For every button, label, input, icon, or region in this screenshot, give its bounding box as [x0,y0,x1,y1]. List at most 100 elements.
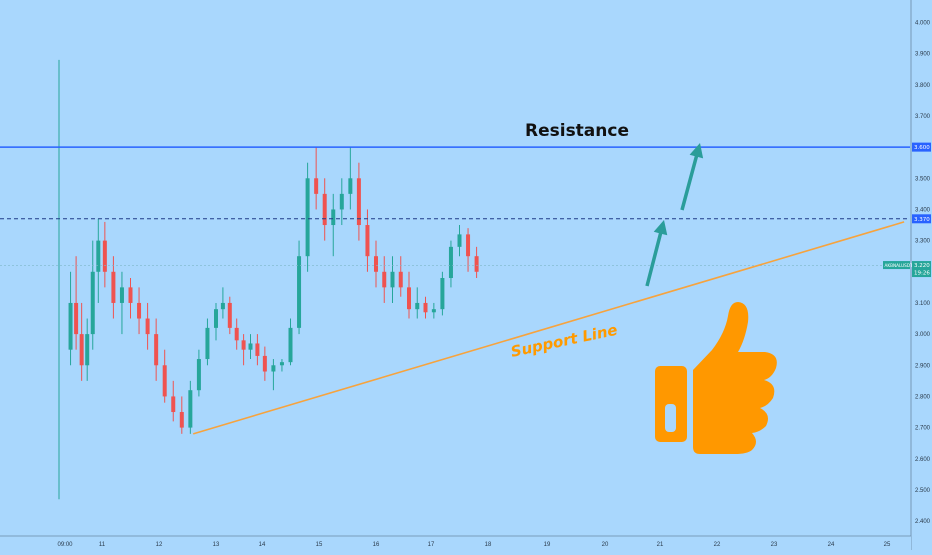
x-tick-label: 22 [714,542,721,548]
x-tick-label: 19 [544,542,551,548]
candle-body [305,178,310,257]
candle-body [382,271,387,288]
symbol-tag-box [883,261,910,270]
up-arrow-large [680,143,704,211]
candle-body [74,302,79,335]
candle-body [374,256,378,272]
candle-body [322,193,327,226]
candle-body [205,327,210,360]
candle-body [179,412,184,428]
candle-body [102,240,107,272]
candle-body [68,302,73,350]
candle-body [448,246,453,279]
levels-group [0,146,910,266]
candle-body [407,287,411,310]
dashed-price-tag-text: 3.370 [914,217,930,223]
x-tick-label: 16 [373,542,380,548]
y-tick-label: 2.600 [915,457,931,463]
candle-body [440,278,445,310]
candle-body [262,355,267,372]
candle-body [356,178,361,226]
x-tick-label: 18 [485,542,492,548]
candle-body [111,271,116,303]
candle-body [162,365,167,397]
candles-group [58,59,479,500]
x-tick-label: 20 [602,542,609,548]
y-tick-label: 3.300 [915,239,931,245]
y-tick-label: 2.500 [915,488,931,494]
annotation-labels: Resistance Support Line [509,121,629,361]
candle-body [279,362,284,366]
candle-body [137,302,142,319]
x-tick-label: 17 [428,542,435,548]
candle-body [96,240,101,272]
x-tick-label: 15 [316,542,323,548]
y-tick-label: 2.900 [915,363,931,369]
candle-body [466,234,471,257]
candle-body [288,327,293,363]
arrows-group [645,143,704,287]
y-tick-label: 3.100 [915,301,931,307]
candle-body [271,365,276,372]
y-tick-label: 2.400 [915,519,931,525]
x-tick-label: 25 [884,542,891,548]
y-tick-label: 3.900 [915,52,931,58]
y-tick-label: 3.000 [915,332,931,338]
symbol-tag-text: AKBNALUSDT [885,263,914,268]
candle-body [214,309,218,328]
candle-body [339,193,344,210]
candle-body [365,225,370,257]
candle-body [348,178,353,194]
candle-body [227,302,232,328]
y-axis: 4.000 3.900 3.800 3.700 3.600 3.500 3.400 3.300… [883,0,932,550]
x-tick-label: 14 [259,542,266,548]
candle-body [241,340,246,350]
y-tick-label: 3.800 [915,83,931,89]
up-arrow-large-shape [680,143,704,211]
dashed-price-tag-box [912,214,931,224]
y-tick-label: 2.800 [915,394,931,400]
up-arrow-small [645,220,668,287]
x-tick-label: 21 [657,542,664,548]
candle-body [431,309,436,313]
x-axis-panel [0,536,911,550]
x-tick-label: 24 [828,542,835,548]
support-line [192,221,905,435]
candle-body [220,302,225,310]
candle-body [390,271,395,288]
support-group [192,221,905,435]
y-tick-label: 3.400 [915,207,931,213]
resistance-price-tag-box [912,142,931,152]
thumb-cuff-hole [665,404,676,432]
candle-body [398,271,403,288]
x-tick-label: 12 [156,542,163,548]
x-tick-label: 09:00 [57,542,73,548]
candle-body [331,209,336,226]
candle-body [79,334,84,366]
candle-body [314,178,319,194]
candle-body [128,287,133,303]
y-tick-label: 3.700 [915,114,931,120]
candle-body [457,234,462,247]
x-tick-label: 23 [771,542,778,548]
support-line-label: Support Line [509,321,619,361]
candle-body [119,287,124,303]
candle-body [145,318,150,335]
candle-body [171,396,176,413]
candle-body [423,302,428,313]
candle-body [85,334,90,366]
candle-body [188,390,193,428]
x-tick-label: 13 [213,542,220,548]
resistance-price-tag-text: 3.600 [914,145,930,151]
resistance-label: Resistance [525,121,629,141]
countdown-text: 19:26 [914,271,930,277]
candle-body [474,256,479,272]
candle-body [196,359,201,391]
candle-body [297,256,302,328]
current-price-tag-text: 3.220 [914,263,930,269]
candle-body [248,343,253,350]
y-tick-label: 4.000 [915,20,931,26]
thumbs-up-icon [655,302,777,454]
